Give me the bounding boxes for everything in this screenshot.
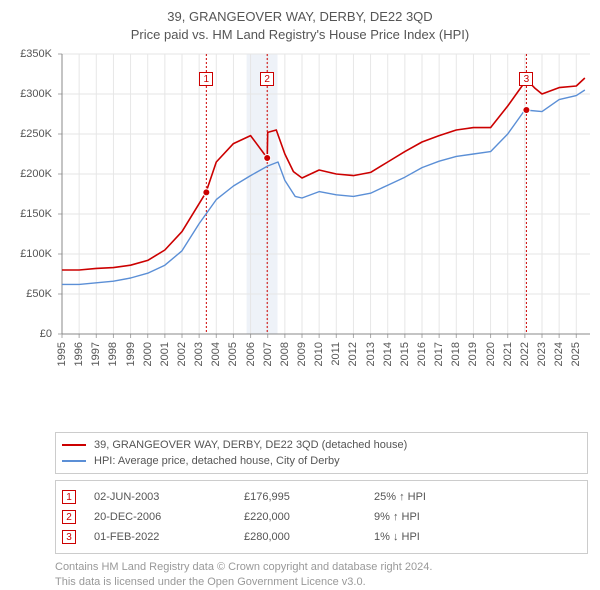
x-axis-label: 1996	[73, 342, 85, 366]
sale-delta: 9% ↑ HPI	[374, 511, 484, 523]
sale-delta: 25% ↑ HPI	[374, 491, 484, 503]
x-axis-label: 2004	[210, 342, 222, 366]
sale-row-badge: 2	[62, 510, 76, 524]
x-axis-label: 2009	[296, 342, 308, 366]
x-axis-label: 2021	[502, 342, 514, 366]
legend-item: 39, GRANGEOVER WAY, DERBY, DE22 3QD (det…	[62, 437, 581, 453]
x-axis-label: 2006	[245, 342, 257, 366]
sale-date: 01-FEB-2022	[94, 531, 244, 543]
x-axis-label: 1998	[107, 342, 119, 366]
legend-label: HPI: Average price, detached house, City…	[94, 455, 340, 467]
sale-price: £176,995	[244, 491, 374, 503]
sale-row: 3 01-FEB-2022£280,0001% ↓ HPI	[62, 527, 581, 547]
x-axis-label: 1999	[125, 342, 137, 366]
x-axis-label: 2005	[227, 342, 239, 366]
x-axis-label: 2008	[279, 342, 291, 366]
x-axis-label: 1997	[90, 342, 102, 366]
title-area: 39, GRANGEOVER WAY, DERBY, DE22 3QD Pric…	[0, 0, 600, 44]
sale-marker-badge: 3	[519, 72, 533, 86]
sale-row-badge: 3	[62, 530, 76, 544]
x-axis-label: 2022	[519, 342, 531, 366]
x-axis-label: 2012	[347, 342, 359, 366]
y-axis-label: £100K	[4, 248, 52, 260]
sale-row-badge: 1	[62, 490, 76, 504]
footer-line-1: Contains HM Land Registry data © Crown c…	[55, 560, 588, 575]
x-axis-label: 2017	[433, 342, 445, 366]
y-axis-label: £150K	[4, 208, 52, 220]
x-axis-label: 2002	[176, 342, 188, 366]
x-axis-label: 2024	[553, 342, 565, 366]
sale-marker-badge: 1	[199, 72, 213, 86]
sale-row: 2 20-DEC-2006£220,0009% ↑ HPI	[62, 507, 581, 527]
sale-price: £220,000	[244, 511, 374, 523]
title-line-2: Price paid vs. HM Land Registry's House …	[0, 26, 600, 44]
legend-item: HPI: Average price, detached house, City…	[62, 453, 581, 469]
y-axis-label: £250K	[4, 128, 52, 140]
x-axis-label: 2015	[399, 342, 411, 366]
legend-swatch	[62, 460, 86, 462]
line-chart-svg	[0, 44, 600, 384]
sale-price: £280,000	[244, 531, 374, 543]
x-axis-label: 1995	[56, 342, 68, 366]
x-axis-label: 2025	[570, 342, 582, 366]
x-axis-label: 2018	[450, 342, 462, 366]
y-axis-label: £200K	[4, 168, 52, 180]
x-axis-label: 2013	[365, 342, 377, 366]
sale-date: 20-DEC-2006	[94, 511, 244, 523]
footer-line-2: This data is licensed under the Open Gov…	[55, 575, 588, 590]
legend-swatch	[62, 444, 86, 446]
chart-container: { "title": { "line1": "39, GRANGEOVER WA…	[0, 0, 600, 590]
chart-area: £0 £50K £100K £150K £200K £250K £300K £350K 1995…	[0, 44, 600, 384]
y-axis-label: £350K	[4, 48, 52, 60]
sale-delta: 1% ↓ HPI	[374, 531, 484, 543]
x-axis-label: 2007	[262, 342, 274, 366]
x-axis-label: 2000	[142, 342, 154, 366]
legend: 39, GRANGEOVER WAY, DERBY, DE22 3QD (det…	[55, 432, 588, 474]
x-axis-label: 2023	[536, 342, 548, 366]
y-axis-label: £0	[4, 328, 52, 340]
footer: Contains HM Land Registry data © Crown c…	[55, 560, 588, 590]
x-axis-label: 2014	[382, 342, 394, 366]
sale-date: 02-JUN-2003	[94, 491, 244, 503]
title-line-1: 39, GRANGEOVER WAY, DERBY, DE22 3QD	[0, 8, 600, 26]
x-axis-label: 2003	[193, 342, 205, 366]
sale-row: 1 02-JUN-2003£176,99525% ↑ HPI	[62, 487, 581, 507]
x-axis-label: 2011	[330, 342, 342, 366]
x-axis-label: 2019	[467, 342, 479, 366]
x-axis-label: 2020	[485, 342, 497, 366]
x-axis-label: 2001	[159, 342, 171, 366]
x-axis-label: 2016	[416, 342, 428, 366]
y-axis-label: £300K	[4, 88, 52, 100]
legend-label: 39, GRANGEOVER WAY, DERBY, DE22 3QD (det…	[94, 439, 407, 451]
x-axis-label: 2010	[313, 342, 325, 366]
sale-marker-badge: 2	[260, 72, 274, 86]
y-axis-label: £50K	[4, 288, 52, 300]
sales-table: 1 02-JUN-2003£176,99525% ↑ HPI 2 20-DEC-200…	[55, 480, 588, 554]
